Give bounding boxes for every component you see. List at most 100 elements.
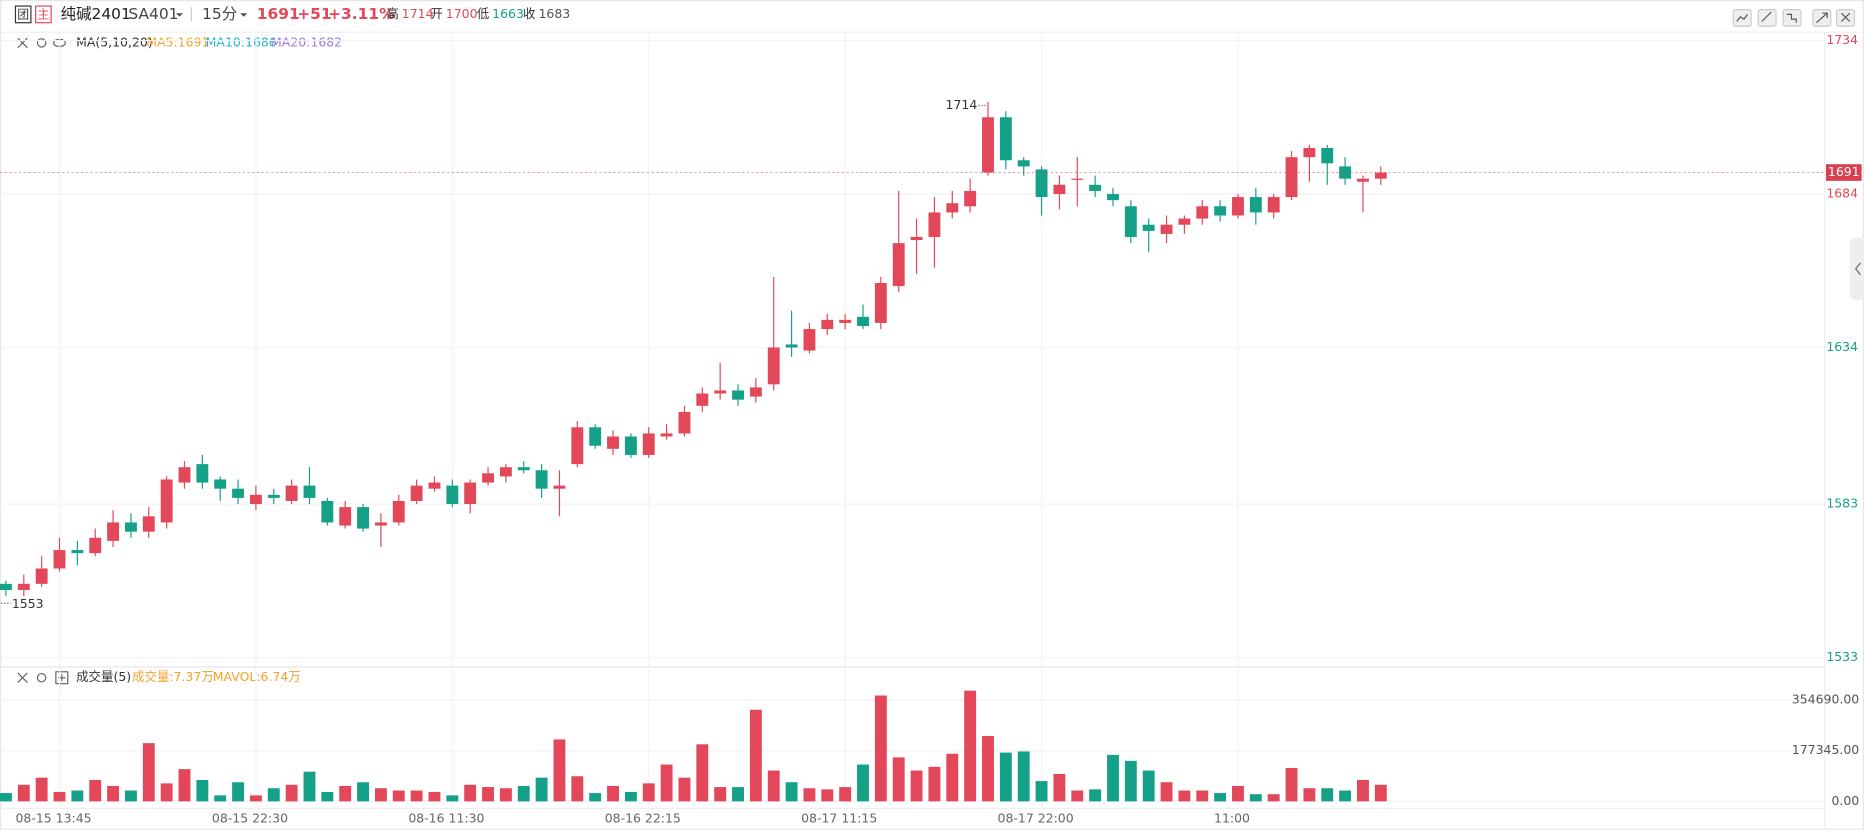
volume-bar xyxy=(410,790,423,802)
candle-body xyxy=(89,537,102,554)
volume-bar xyxy=(1124,760,1137,802)
volume-bar xyxy=(1267,794,1280,802)
volume-bar xyxy=(464,784,477,802)
close-icon[interactable] xyxy=(17,672,28,683)
last-price-label: 1691 xyxy=(1828,164,1860,179)
candle-body xyxy=(535,470,548,489)
candle-body xyxy=(374,522,387,526)
volume-bar xyxy=(964,690,977,802)
volume-bar xyxy=(1142,770,1155,802)
candle-body xyxy=(178,467,191,483)
price: 1691 xyxy=(257,5,300,23)
volume-bar xyxy=(1035,781,1048,802)
legend-item: MAVOL:6.74万 xyxy=(213,669,301,684)
logo-tag: 团 xyxy=(17,7,29,21)
candle-body xyxy=(17,583,30,590)
volume-bar xyxy=(1196,790,1209,802)
candle-body xyxy=(1249,197,1262,213)
high-label: 1714 xyxy=(946,97,978,112)
stat-value: 1663 xyxy=(492,6,524,21)
glyph xyxy=(1786,13,1797,23)
volume-bar xyxy=(857,764,869,802)
volume-bar xyxy=(553,739,566,802)
candle-body xyxy=(928,212,941,237)
change-pct: +3.11% xyxy=(328,5,395,23)
candle-body xyxy=(321,500,334,523)
candle-body xyxy=(839,319,852,323)
candle-body xyxy=(803,329,816,351)
candle-body xyxy=(232,488,245,498)
volume-bar xyxy=(1303,788,1316,802)
candle-body xyxy=(1374,172,1387,179)
volume-bar xyxy=(1339,790,1352,802)
volume-bar xyxy=(946,753,959,802)
y-tick-label: 354690.00 xyxy=(1792,692,1859,707)
y-tick-label: 1684 xyxy=(1826,186,1858,201)
glyph xyxy=(1840,12,1851,22)
side-tab[interactable] xyxy=(1849,237,1864,300)
candle-body xyxy=(624,436,637,455)
candle-body xyxy=(821,319,834,330)
candle-body xyxy=(1285,157,1298,198)
toolbar xyxy=(1732,9,1856,27)
settings-icon[interactable] xyxy=(36,672,47,683)
candle-body xyxy=(589,427,602,446)
candle-body xyxy=(910,236,923,241)
symbol[interactable]: SA401 xyxy=(128,5,178,23)
candle-body xyxy=(571,427,584,465)
candle-body xyxy=(964,190,977,207)
volume-bar xyxy=(642,783,655,802)
candle-body xyxy=(1035,169,1048,198)
candle-body xyxy=(553,485,566,489)
volume-bar xyxy=(607,785,619,802)
volume-bar xyxy=(1017,751,1030,802)
toolbar-glyphs xyxy=(1736,11,1851,24)
candle-body xyxy=(357,507,369,529)
legend-title: 成交量(5) xyxy=(76,669,131,684)
volume-bar xyxy=(1285,767,1298,802)
y-tick-label: 177345.00 xyxy=(1792,742,1859,757)
candle-body xyxy=(1107,194,1119,201)
glyph xyxy=(1761,11,1772,22)
volume-bar xyxy=(999,752,1012,802)
settings-icon[interactable] xyxy=(36,38,47,48)
volume-bar xyxy=(482,787,494,802)
volume-bar xyxy=(357,782,369,802)
candle-body xyxy=(892,243,905,287)
x-tick-label: 08-16 22:15 xyxy=(605,811,681,826)
volume-bar xyxy=(35,777,48,802)
dropdown-icon[interactable] xyxy=(240,13,248,17)
candle-body xyxy=(1321,147,1334,164)
volume-bar xyxy=(660,764,673,802)
legend-item: MA10:1686 xyxy=(206,34,277,49)
interval[interactable]: 15分 xyxy=(202,5,237,23)
dropdown-icon[interactable] xyxy=(175,13,184,17)
candle-body xyxy=(499,467,512,477)
volume-bar xyxy=(1071,790,1084,802)
volume-bar xyxy=(321,791,334,802)
volume-bar xyxy=(17,784,30,802)
candle-body xyxy=(732,390,744,400)
stat-value: 1700 xyxy=(446,6,478,21)
candle-body xyxy=(982,117,994,173)
volume-bar xyxy=(732,787,744,802)
candle-body xyxy=(749,387,762,397)
volume-bar xyxy=(1357,779,1369,802)
candle-body xyxy=(660,433,673,437)
volume-bar xyxy=(535,777,548,802)
volume-bar xyxy=(249,795,262,802)
volume-bar xyxy=(1321,788,1334,802)
tool-button[interactable] xyxy=(1757,9,1777,27)
candle-body xyxy=(1232,197,1244,216)
candle-body xyxy=(785,344,798,348)
add-icon[interactable] xyxy=(55,671,69,685)
volume-bar xyxy=(1160,782,1173,802)
candle-body xyxy=(285,485,298,501)
candle-body xyxy=(303,485,316,498)
close-icon[interactable] xyxy=(17,37,28,49)
candle-body xyxy=(999,117,1012,161)
x-tick-label: 08-16 11:30 xyxy=(408,811,484,826)
